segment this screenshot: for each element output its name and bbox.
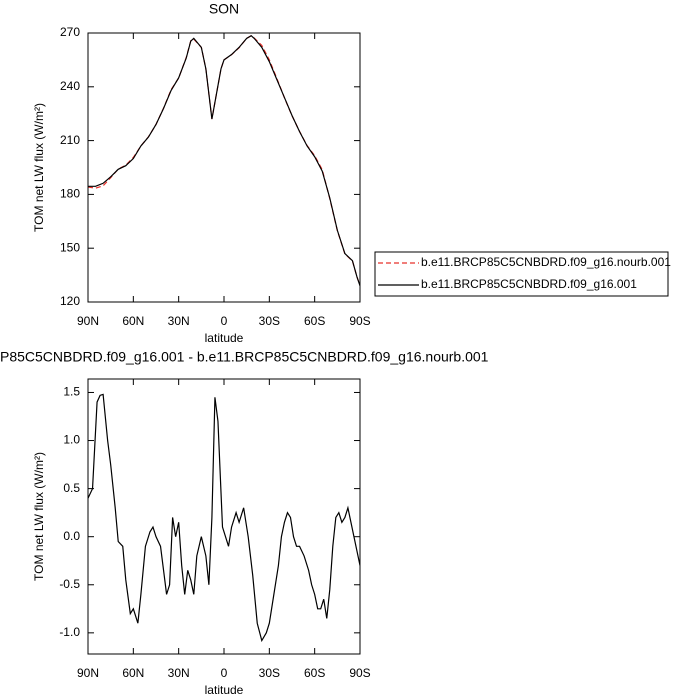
- y-axis-label: TOM net LW flux (W/m²): [32, 103, 46, 232]
- y-tick-label: -0.5: [59, 577, 80, 591]
- y-tick-label: 180: [60, 187, 80, 201]
- y-tick-label: 0.5: [63, 481, 80, 495]
- y-tick-label: -1.0: [59, 625, 80, 639]
- y-tick-label: 210: [60, 133, 80, 147]
- plot-frame: [87, 378, 361, 655]
- plot-frame: [87, 32, 361, 303]
- data-line: [88, 34, 360, 287]
- x-tick-label: 30N: [168, 666, 190, 680]
- chart-title: SON: [209, 1, 239, 17]
- x-tick-label: 90S: [349, 314, 370, 328]
- y-tick-label: 1.5: [63, 385, 80, 399]
- y-tick-label: 240: [60, 79, 80, 93]
- x-tick-label: 90S: [349, 666, 370, 680]
- y-tick-label: 1.0: [63, 433, 80, 447]
- x-axis-label: latitude: [205, 683, 244, 697]
- x-tick-label: 90N: [77, 666, 99, 680]
- x-tick-label: 30S: [259, 314, 280, 328]
- x-tick-label: 60N: [122, 666, 144, 680]
- y-tick-label: 270: [60, 25, 80, 39]
- x-tick-label: 0: [221, 666, 228, 680]
- legend-box: [374, 251, 669, 297]
- x-tick-label: 90N: [77, 314, 99, 328]
- x-axis-label: latitude: [205, 331, 244, 345]
- x-tick-label: 60N: [122, 314, 144, 328]
- legend-label: b.e11.BRCP85C5CNBDRD.f09_g16.001: [421, 277, 637, 291]
- x-tick-label: 30N: [168, 314, 190, 328]
- y-axis-label: TOM net LW flux (W/m²): [32, 452, 46, 581]
- x-tick-label: 30S: [259, 666, 280, 680]
- y-tick-label: 120: [60, 294, 80, 308]
- y-tick-label: 150: [60, 240, 80, 254]
- data-line: [88, 34, 360, 286]
- x-tick-label: 0: [221, 314, 228, 328]
- x-tick-label: 60S: [304, 314, 325, 328]
- y-tick-label: 0.0: [63, 529, 80, 543]
- chart-title: P85C5CNBDRD.f09_g16.001 - b.e11.BRCP85C5…: [0, 349, 489, 365]
- data-line: [88, 393, 360, 643]
- x-tick-label: 60S: [304, 666, 325, 680]
- legend-label: b.e11.BRCP85C5CNBDRD.f09_g16.nourb.001: [421, 255, 671, 269]
